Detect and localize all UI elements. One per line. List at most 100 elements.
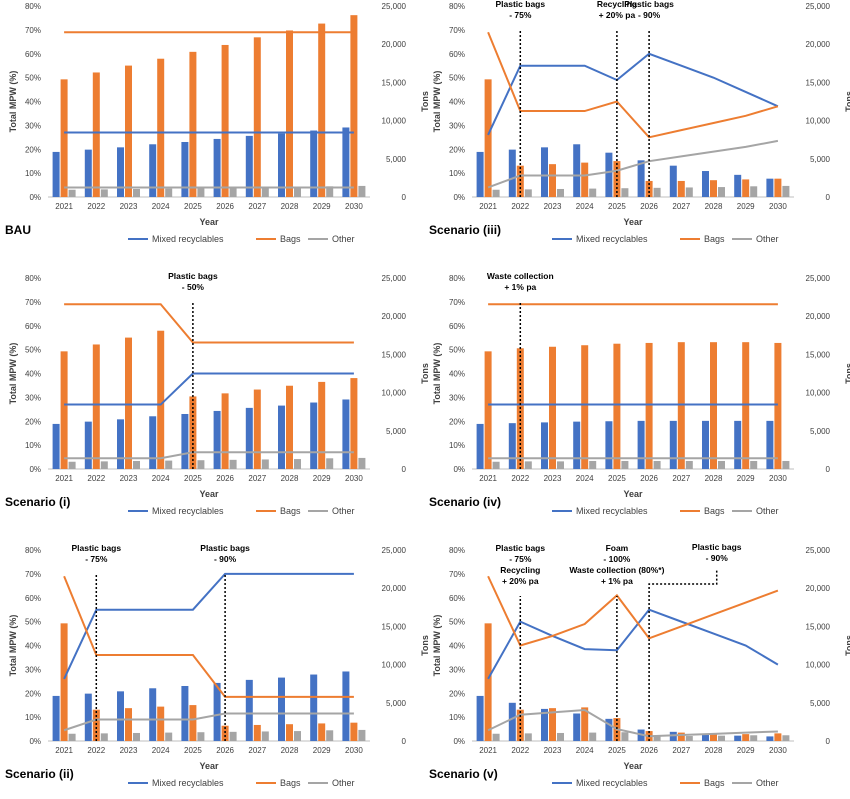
annotation-label: Waste collection (80%*) (569, 565, 664, 575)
bar-bags (549, 164, 556, 197)
y-left-tick-label: 10% (449, 441, 465, 450)
bar-other (621, 460, 629, 469)
bar-mixed-recyclables (476, 151, 484, 197)
bar-bags (286, 724, 293, 741)
x-tick-label: 2025 (184, 746, 202, 755)
y-left-axis-title: Total MPW (%) (8, 615, 18, 677)
y-left-tick-label: 70% (25, 298, 41, 307)
y-left-tick-label: 30% (449, 121, 465, 130)
legend-label: Mixed recyclables (152, 778, 224, 788)
annotation-label: Recycling (597, 0, 637, 9)
y-left-tick-label: 40% (25, 98, 41, 107)
bar-mixed-recyclables (476, 423, 484, 469)
bar-mixed-recyclables (245, 407, 253, 469)
x-tick-label: 2029 (737, 746, 755, 755)
line-bags (487, 575, 779, 647)
legend-label: Bags (704, 234, 725, 244)
y-left-tick-label: 0% (29, 465, 41, 474)
x-tick-label: 2022 (87, 202, 105, 211)
y-right-tick-label: 20,000 (806, 312, 831, 321)
bar-other (261, 187, 269, 197)
annotation-label: - 90% (706, 553, 729, 563)
bar-mixed-recyclables (734, 420, 742, 469)
bar-other (782, 185, 790, 197)
x-tick-label: 2030 (345, 746, 363, 755)
bar-bags (318, 23, 326, 197)
y-left-tick-label: 40% (449, 98, 465, 107)
y-right-axis-title: Tons (420, 363, 430, 384)
y-right-tick-label: 25,000 (382, 546, 407, 555)
bar-mixed-recyclables (541, 147, 548, 197)
y-left-tick-label: 10% (25, 169, 41, 178)
bar-other (653, 187, 661, 197)
x-tick-label: 2022 (511, 202, 529, 211)
bar-other (621, 732, 629, 741)
bar-other (589, 188, 597, 197)
bar-bags (581, 345, 589, 469)
x-tick-label: 2023 (120, 746, 138, 755)
bar-mixed-recyclables (149, 144, 157, 197)
bar-other (68, 461, 76, 469)
bar-bags (92, 709, 100, 741)
y-right-tick-label: 5,000 (386, 699, 407, 708)
bar-mixed-recyclables (278, 677, 285, 741)
annotation-label: Plastic bags (495, 0, 545, 9)
y-left-axis-title: Total MPW (%) (8, 343, 18, 405)
bar-bags (221, 44, 229, 197)
legend-label: Bags (704, 506, 725, 516)
annotation-label: - 90% (638, 10, 661, 20)
bar-mixed-recyclables (508, 149, 516, 197)
bar-mixed-recyclables (669, 420, 677, 469)
x-tick-label: 2025 (184, 474, 202, 483)
y-left-tick-label: 10% (449, 169, 465, 178)
x-tick-label: 2027 (248, 746, 266, 755)
y-right-tick-label: 10,000 (382, 389, 407, 398)
y-right-tick-label: 25,000 (382, 274, 407, 283)
chart-panel-3: 0% 10% 20% 30% 40% 50% 60% 70% 80% 0 5,000 10,000 15… (5, 271, 430, 516)
bar-mixed-recyclables (278, 133, 285, 197)
y-right-tick-label: 15,000 (806, 78, 831, 87)
bar-other (100, 733, 108, 741)
bar-other (492, 733, 500, 741)
legend-label: Mixed recyclables (576, 778, 648, 788)
bar-other (492, 189, 500, 197)
y-left-tick-label: 0% (453, 737, 465, 746)
bar-bags (157, 58, 165, 197)
x-tick-label: 2027 (248, 474, 266, 483)
x-tick-label: 2030 (769, 202, 787, 211)
legend-label: Other (332, 506, 355, 516)
panel-label: Scenario (iii) (429, 223, 501, 237)
annotation-label: - 75% (509, 554, 532, 564)
x-tick-label: 2027 (672, 746, 690, 755)
bar-mixed-recyclables (213, 138, 221, 197)
legend-label: Mixed recyclables (576, 506, 648, 516)
x-tick-label: 2026 (216, 746, 234, 755)
y-left-tick-label: 50% (449, 346, 465, 355)
bar-bags (125, 65, 132, 197)
y-left-tick-label: 30% (25, 121, 41, 130)
x-tick-label: 2023 (544, 202, 562, 211)
legend-label: Other (332, 778, 355, 788)
y-right-tick-label: 5,000 (386, 427, 407, 436)
bar-bags (677, 732, 685, 741)
bar-other (782, 735, 790, 741)
x-tick-label: 2026 (640, 746, 658, 755)
y-right-tick-label: 5,000 (810, 155, 831, 164)
bar-bags (774, 178, 782, 197)
bar-mixed-recyclables (117, 691, 124, 741)
annotation-label: + 20% pa (599, 10, 636, 20)
annotation-label: Plastic bags (495, 543, 545, 553)
legend-label: Mixed recyclables (152, 234, 224, 244)
x-tick-label: 2026 (640, 474, 658, 483)
x-tick-label: 2024 (576, 202, 594, 211)
y-right-tick-label: 10,000 (382, 117, 407, 126)
bar-mixed-recyclables (213, 682, 221, 741)
bar-other (589, 732, 597, 741)
bar-mixed-recyclables (213, 410, 221, 469)
bar-bags (60, 79, 68, 197)
legend-label: Other (756, 234, 779, 244)
y-right-tick-label: 5,000 (810, 699, 831, 708)
y-right-tick-label: 20,000 (382, 312, 407, 321)
y-right-tick-label: 25,000 (806, 546, 831, 555)
